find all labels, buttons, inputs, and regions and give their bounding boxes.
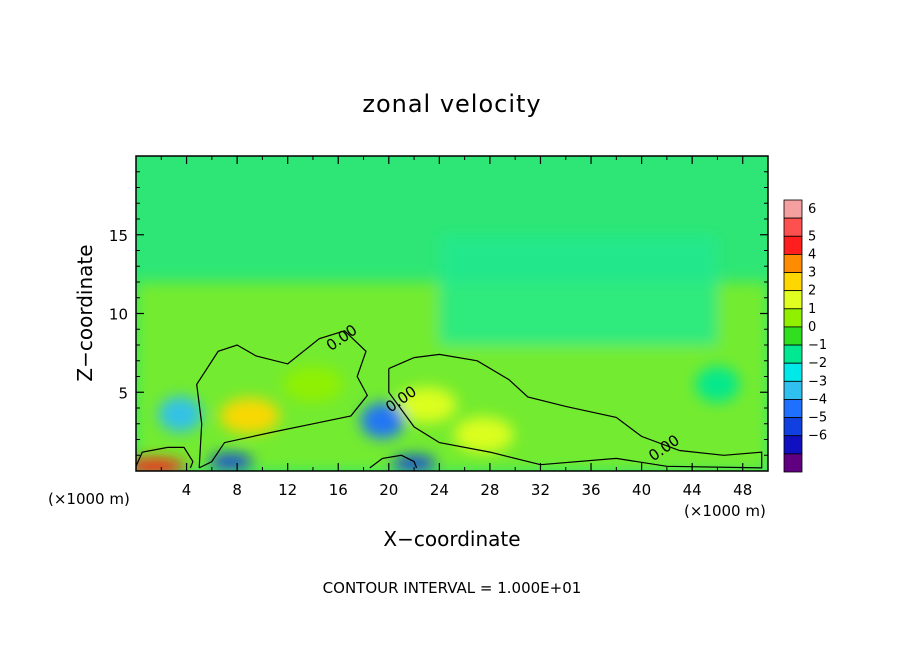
x-tick-label-20: 20 — [379, 481, 398, 499]
x-tick-label-32: 32 — [531, 481, 550, 499]
field-features — [136, 366, 740, 471]
colorbar-swatch-12 — [783, 417, 803, 437]
colorbar-swatch-2 — [783, 235, 803, 255]
colorbar-swatch-8 — [783, 344, 803, 364]
y-tick-label-10: 10 — [109, 306, 128, 324]
field-feature-negative-5 — [158, 396, 203, 433]
x-units-right: (×1000 m) — [684, 502, 766, 520]
zero-contour-3 — [369, 454, 418, 469]
field-feature-negative-6 — [360, 402, 405, 439]
colorbar-swatch-14 — [783, 453, 803, 473]
field-band-upper-right — [439, 234, 718, 345]
colorbar-label-3: 3 — [808, 266, 816, 281]
colorbar-label-8: −2 — [808, 356, 827, 371]
y-tick-label-5: 5 — [118, 384, 128, 402]
x-tick-label-24: 24 — [430, 481, 449, 499]
x-tick-label-16: 16 — [329, 481, 348, 499]
colorbar-label-2: 4 — [808, 247, 816, 262]
colorbar-label-11: −5 — [808, 411, 827, 426]
field-feature-positive-0 — [219, 397, 280, 434]
colorbar-swatch-6 — [783, 308, 803, 328]
chart-title: zonal velocity — [362, 90, 541, 118]
velocity-field — [136, 156, 768, 471]
colorbar-label-0: 6 — [808, 202, 816, 217]
x-axis-label: X−coordinate — [383, 527, 520, 551]
colorbar-swatch-9 — [783, 362, 803, 382]
field-feature-negative-7 — [208, 453, 253, 470]
y-axis: 5 10 15 — [109, 171, 768, 456]
x-axis: 4 8 12 16 20 24 28 32 36 40 44 48 — [160, 156, 752, 499]
y-tick-label-15: 15 — [109, 227, 128, 245]
field-feature-positive-3 — [453, 416, 514, 453]
y-axis-label: Z−coordinate — [73, 244, 97, 381]
colorbar-label-5: 1 — [808, 302, 816, 317]
field-feature-positive-1 — [282, 366, 343, 403]
colorbar-swatch-4 — [783, 272, 803, 292]
x-tick-label-36: 36 — [581, 481, 600, 499]
colorbar-swatch-10 — [783, 380, 803, 400]
field-feature-positive-2 — [396, 386, 457, 423]
colorbar-swatch-7 — [783, 326, 803, 346]
x-tick-label-48: 48 — [733, 481, 752, 499]
x-tick-label-12: 12 — [278, 481, 297, 499]
colorbar-swatch-1 — [783, 217, 803, 237]
colorbar-swatch-0 — [783, 199, 803, 219]
field-feature-positive-4 — [136, 458, 185, 471]
colorbar-label-10: −4 — [808, 392, 827, 407]
colorbar-label-4: 2 — [808, 284, 816, 299]
colorbar-swatch-11 — [783, 399, 803, 419]
zero-contour-2 — [136, 446, 194, 469]
x-tick-label-8: 8 — [232, 481, 242, 499]
x-tick-label-4: 4 — [182, 481, 192, 499]
field-feature-negative-9 — [695, 366, 740, 403]
x-tick-label-28: 28 — [480, 481, 499, 499]
colorbar-swatch-3 — [783, 253, 803, 273]
colorbar-swatch-13 — [783, 435, 803, 455]
zero-contour-0 — [196, 330, 369, 469]
colorbar-label-7: −1 — [808, 338, 827, 353]
colorbar-swatch-5 — [783, 290, 803, 310]
x-units-left: (×1000 m) — [48, 490, 130, 508]
colorbar-label-9: −3 — [808, 374, 827, 389]
colorbar-label-12: −6 — [808, 429, 827, 444]
colorbar-label-1: 5 — [808, 229, 816, 244]
colorbar: 6 5 4 3 2 1 0 −1 −2 −3 −4 −5 −6 — [783, 199, 827, 473]
x-tick-label-44: 44 — [683, 481, 702, 499]
zero-contour-1 — [388, 353, 763, 469]
contour-interval-footer: CONTOUR INTERVAL = 1.000E+01 — [323, 579, 582, 597]
x-tick-label-40: 40 — [632, 481, 651, 499]
plot-area: 0.000.000.00 — [136, 156, 768, 471]
colorbar-label-6: 0 — [808, 320, 816, 335]
